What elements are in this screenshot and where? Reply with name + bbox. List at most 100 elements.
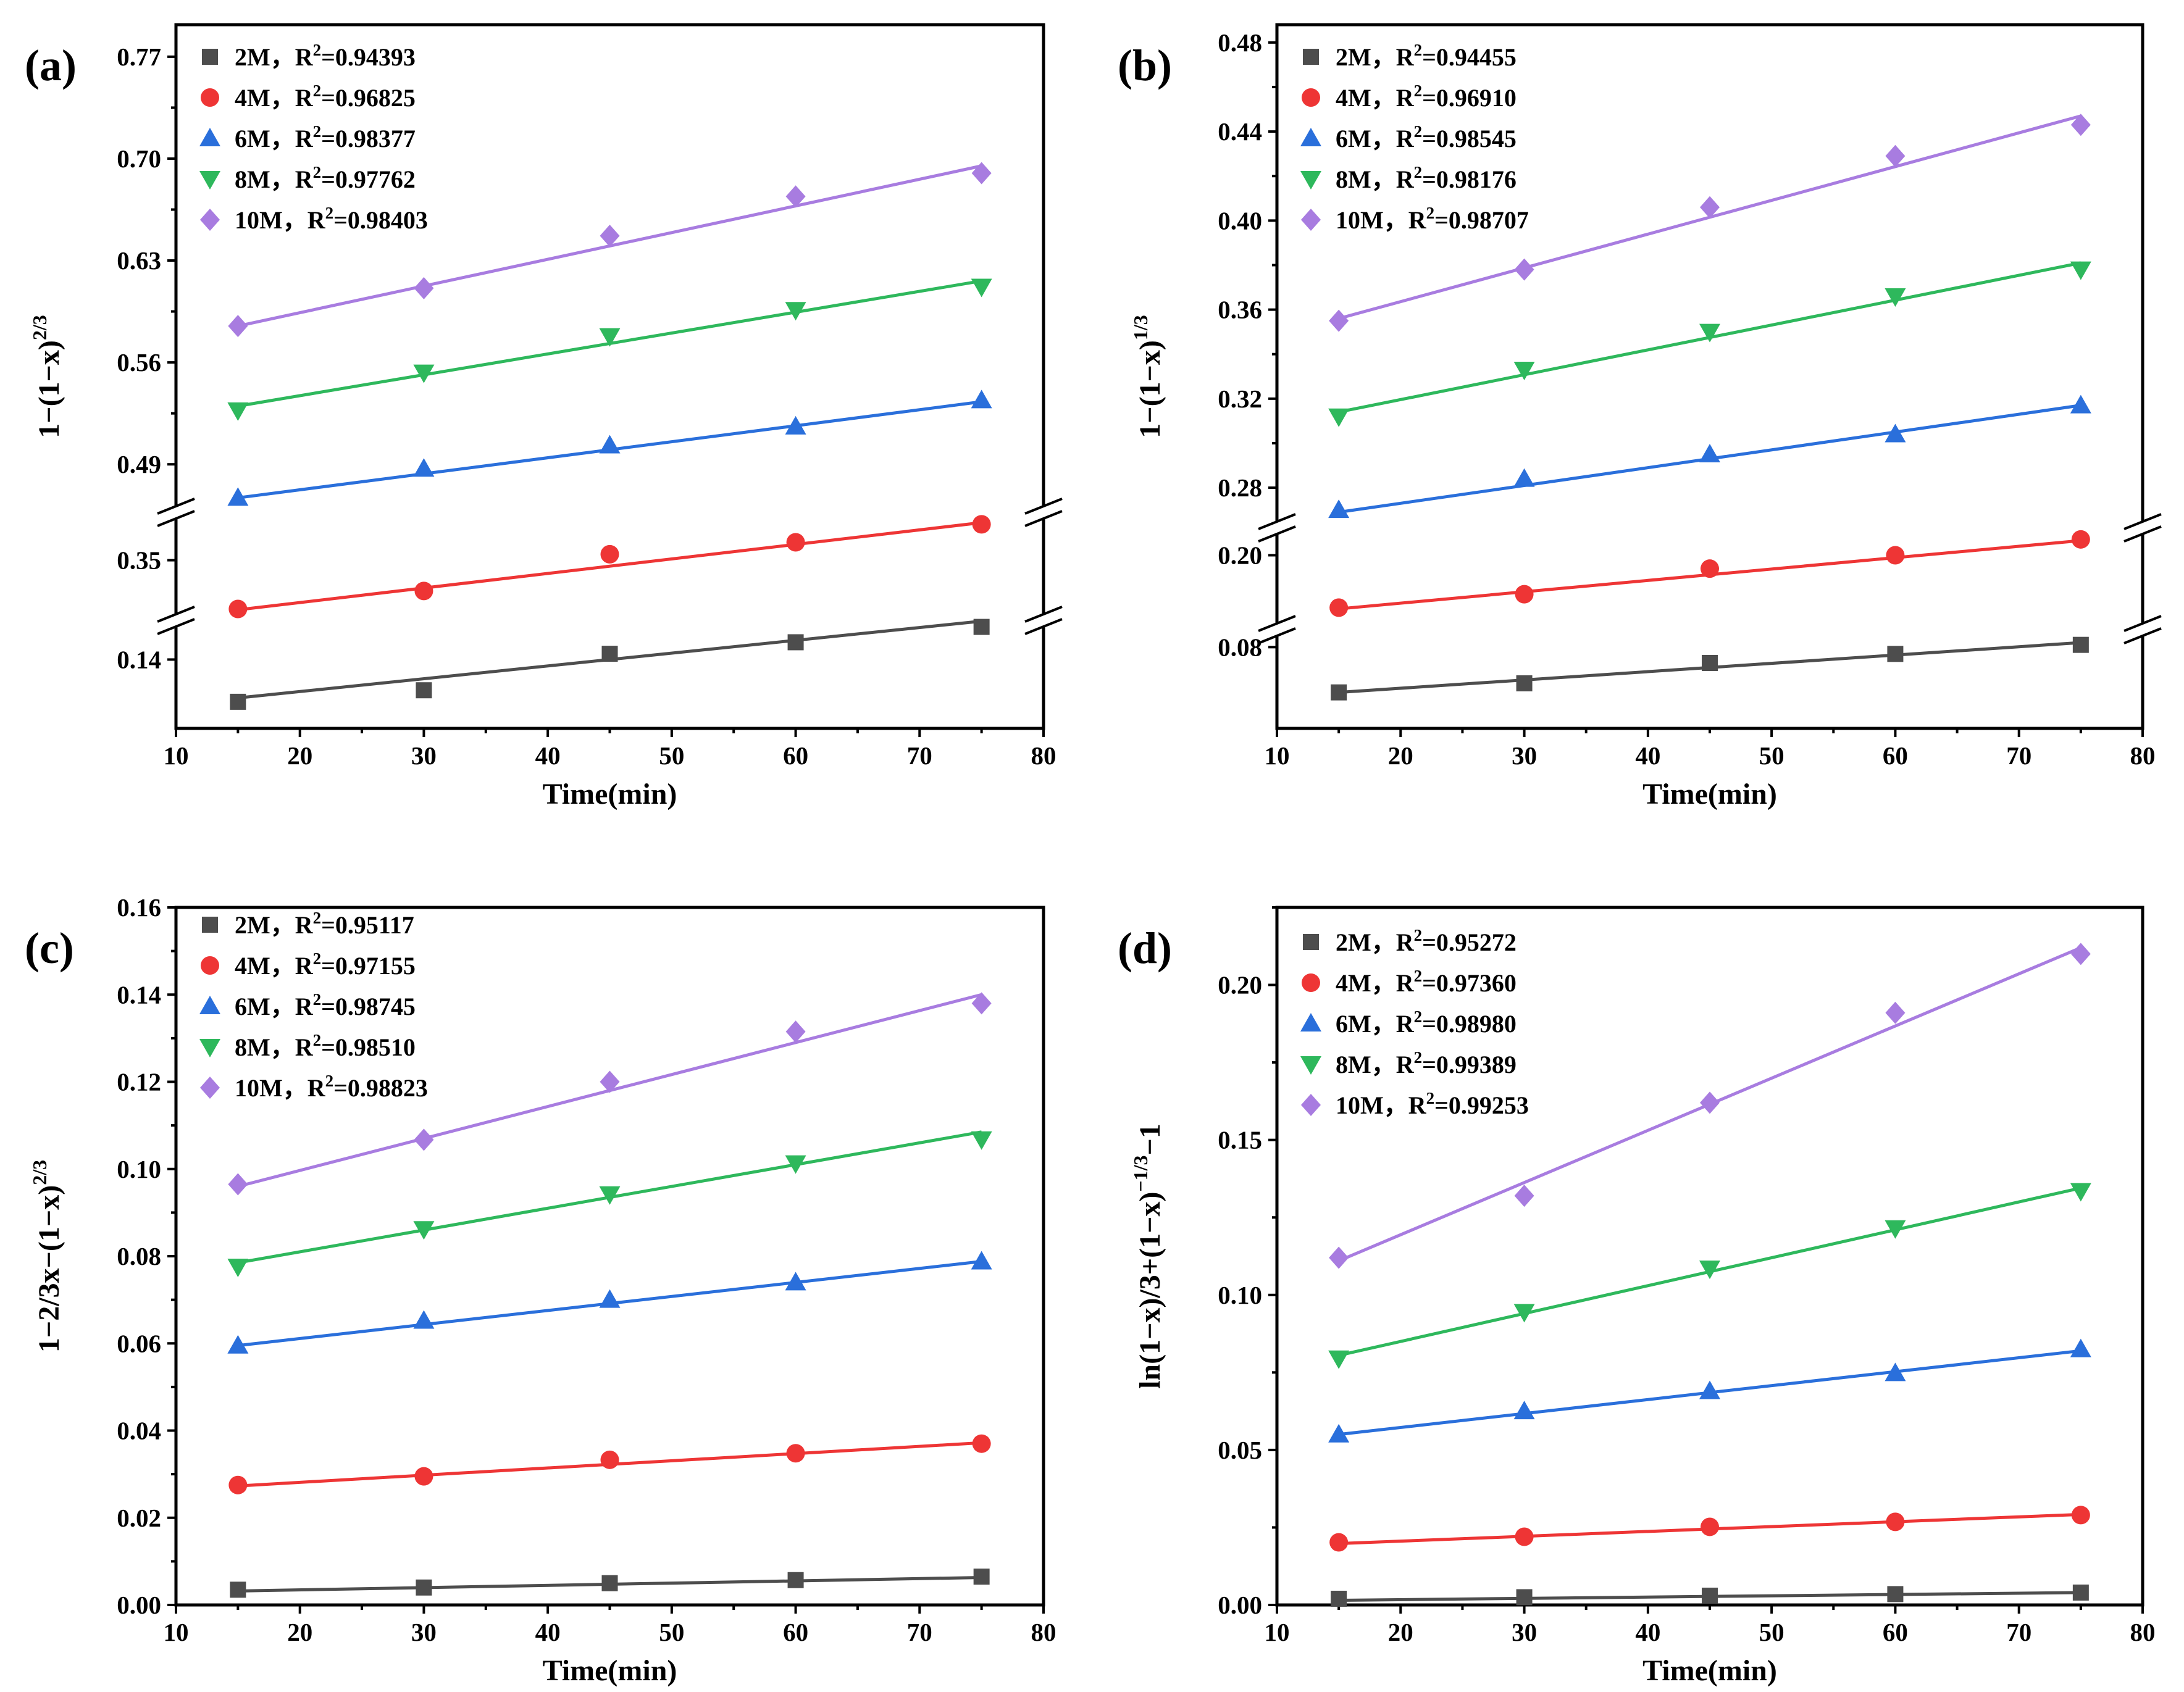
legend-label: 2M，R2=0.94393 (235, 41, 416, 71)
data-point (601, 1575, 618, 1591)
y-tick-label: 0.06 (117, 1329, 161, 1357)
data-point (1328, 1423, 1350, 1443)
data-point (416, 682, 432, 699)
panel-label: (c) (25, 923, 74, 973)
chart-panel-3: (c) 10 20 30 40 50 60 70 80 0.00 0.02 0.04 0.06 0.08 0… (25, 893, 1056, 1687)
data-point (599, 435, 621, 454)
legend-entry: 6M，R2=0.98745 (199, 990, 416, 1020)
x-tick-label: 20 (287, 741, 312, 770)
series-4 (227, 278, 992, 421)
series-3 (1328, 1338, 2091, 1443)
data-point (785, 1272, 806, 1291)
y-tick-label: 0.56 (117, 348, 161, 377)
panel-label: (a) (25, 41, 77, 90)
data-point (785, 302, 806, 321)
legend-label: 6M，R2=0.98377 (235, 122, 416, 152)
y-tick-label: 0.77 (117, 43, 161, 71)
data-point (227, 402, 249, 421)
series-2 (228, 1434, 991, 1494)
y-tick-label: 0.14 (117, 980, 161, 1009)
data-point (785, 415, 806, 435)
data-point (230, 1582, 246, 1598)
legend-marker (199, 1039, 220, 1057)
legend-marker (200, 1077, 220, 1099)
legend-r2-value: =0.95272 (1422, 928, 1517, 956)
legend-marker (1301, 1094, 1321, 1116)
axis-break-mask (1029, 502, 1058, 522)
fit-line (238, 521, 982, 612)
legend-marker (200, 209, 220, 231)
legend-r2-value: =0.99253 (1434, 1091, 1529, 1119)
data-point (2070, 1183, 2091, 1202)
data-point (787, 1572, 804, 1588)
legend-series-name: 8M，R (235, 165, 314, 193)
legend-r2-value: =0.98707 (1434, 206, 1529, 234)
data-point (1329, 598, 1349, 617)
x-tick-label: 40 (1635, 1618, 1660, 1646)
x-tick-label: 40 (535, 741, 561, 770)
data-point (599, 328, 621, 347)
axis-break-mark (1024, 606, 1063, 623)
data-point (2071, 530, 2090, 549)
legend-marker (199, 128, 220, 146)
legend-r2-value: =0.98510 (321, 1033, 416, 1061)
axis-break-mark (157, 606, 195, 623)
data-point (1513, 361, 1535, 380)
data-point (972, 1434, 991, 1453)
data-point (1329, 1533, 1349, 1552)
y-tick-label: 0.02 (117, 1504, 161, 1532)
data-point (1515, 585, 1534, 604)
data-point (413, 1310, 435, 1329)
legend-r2-value: =0.98403 (333, 206, 428, 234)
data-point (2071, 1506, 2090, 1525)
y-tick-label: 0.05 (1218, 1436, 1262, 1464)
data-point (2072, 636, 2089, 653)
y-axis-title-main: 1−(1−x) (33, 340, 65, 438)
data-point (971, 162, 992, 185)
legend-marker (1301, 209, 1321, 231)
legend-series-name: 2M，R (1336, 43, 1415, 71)
chart-panel-4: (d) 10 20 30 40 50 60 70 80 0.00 0.05 0.10 0.15 0.20 2… (1118, 906, 2156, 1687)
legend-label: 2M，R2=0.95272 (1336, 926, 1517, 956)
plot-frame (174, 906, 1045, 1607)
y-tick-label: 0.70 (117, 144, 161, 173)
axis-break-mark (2123, 615, 2162, 632)
legend-sup: 2 (1426, 204, 1435, 222)
y-tick-label: 0.48 (1218, 28, 1262, 57)
x-tick-label: 10 (164, 741, 189, 770)
data-point (600, 224, 620, 247)
legend-sup: 2 (313, 1031, 322, 1049)
legend-sup: 2 (1414, 1048, 1423, 1067)
x-axis-title: Time(min) (1642, 1654, 1777, 1687)
axis-break-mask (1263, 620, 1291, 640)
y-axis-title-main: ln(1−x)/3+(1−x) (1134, 1192, 1166, 1389)
legend-r2-value: =0.97360 (1422, 969, 1517, 997)
legend-label: 4M，R2=0.96825 (235, 81, 416, 112)
data-point (2070, 943, 2091, 965)
axis-break-mark (1024, 498, 1063, 515)
data-point (600, 544, 619, 564)
data-point (1887, 1586, 1904, 1602)
series-5 (1329, 114, 2091, 332)
x-tick-label: 50 (1759, 741, 1784, 770)
legend-marker (1300, 1013, 1321, 1031)
legend-label: 10M，R2=0.99253 (1336, 1089, 1529, 1119)
x-tick-label: 60 (783, 741, 808, 770)
legend-marker (1303, 934, 1319, 950)
x-tick-label: 60 (1883, 741, 1908, 770)
legend-label: 8M，R2=0.98510 (235, 1031, 416, 1061)
data-point (786, 1444, 805, 1463)
series-2 (1329, 1506, 2090, 1552)
data-point (785, 185, 806, 208)
legend-marker (1300, 171, 1321, 190)
legend-label: 8M，R2=0.99389 (1336, 1048, 1517, 1078)
legend-sup: 2 (325, 1072, 334, 1090)
legend-sup: 2 (1414, 1007, 1423, 1026)
x-tick-label: 50 (659, 741, 684, 770)
x-tick-label: 70 (907, 1618, 932, 1646)
y-tick-label: 0.08 (117, 1242, 161, 1270)
legend-r2-value: =0.99389 (1422, 1051, 1517, 1078)
data-point (414, 1128, 434, 1151)
plot-frame (1275, 906, 2144, 1607)
series-5 (1329, 943, 2091, 1269)
